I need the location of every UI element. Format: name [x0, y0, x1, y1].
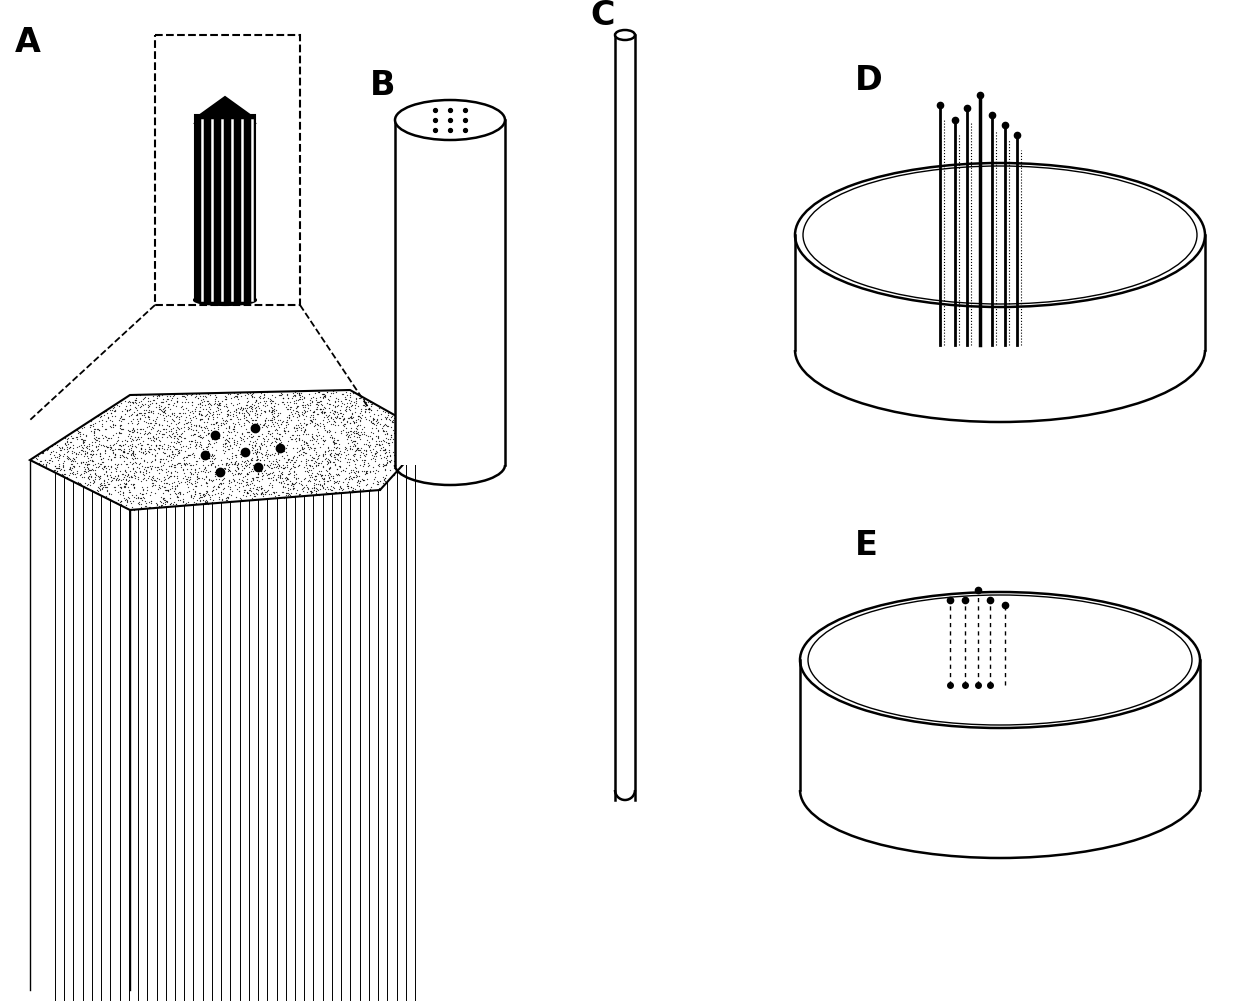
Polygon shape	[195, 115, 255, 300]
Bar	[800, 660, 1200, 790]
Ellipse shape	[795, 163, 1205, 307]
Bar	[795, 235, 1205, 350]
Text: C: C	[590, 0, 615, 32]
Polygon shape	[195, 97, 255, 127]
Ellipse shape	[800, 592, 1200, 728]
Ellipse shape	[193, 295, 255, 305]
Ellipse shape	[615, 30, 635, 40]
Ellipse shape	[396, 100, 505, 140]
Text: B: B	[370, 69, 396, 102]
Text: D: D	[856, 64, 883, 97]
Bar	[615, 35, 635, 800]
Text: E: E	[856, 529, 878, 562]
Text: A: A	[15, 26, 41, 59]
Polygon shape	[30, 390, 430, 510]
Bar	[396, 120, 505, 465]
